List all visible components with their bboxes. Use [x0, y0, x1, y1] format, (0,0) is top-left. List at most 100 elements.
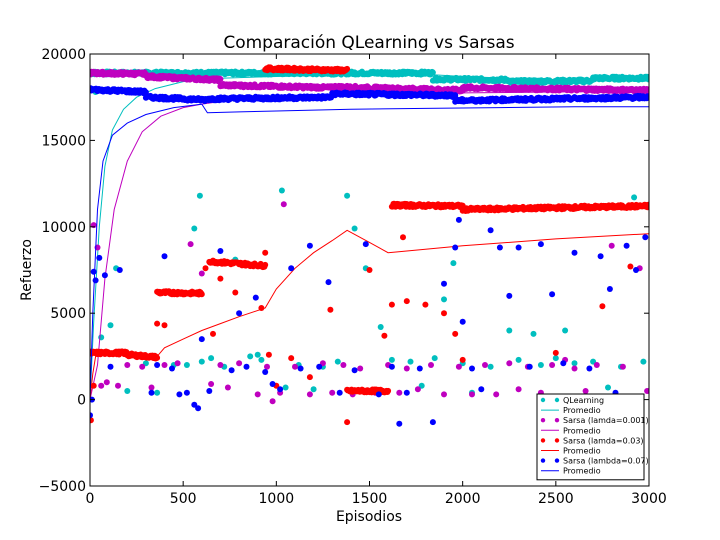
data-point	[191, 225, 198, 232]
data-point	[288, 265, 295, 272]
data-point	[396, 389, 403, 396]
data-point	[381, 332, 388, 339]
series-5	[90, 229, 649, 400]
data-point	[310, 386, 317, 393]
data-point	[252, 294, 259, 301]
x-tick-label: 2000	[445, 491, 481, 507]
data-point	[597, 253, 604, 260]
axis-ticks: 0 500 1000 1500 2000 2500 3000−500005000100001…	[39, 47, 667, 507]
data-point	[428, 362, 434, 368]
data-point	[644, 388, 649, 394]
data-point	[161, 362, 168, 368]
data-point	[306, 242, 313, 249]
data-point	[619, 363, 626, 370]
data-point	[217, 76, 224, 83]
x-tick-label: 3000	[631, 491, 667, 507]
data-point	[96, 254, 103, 261]
data-point	[241, 261, 248, 268]
data-point	[217, 362, 224, 368]
x-tick-label: 1000	[259, 491, 295, 507]
data-point	[586, 365, 593, 372]
data-point	[385, 387, 392, 394]
data-point	[198, 358, 205, 365]
legend-marker-swatch	[540, 438, 546, 443]
data-point	[537, 241, 544, 248]
series-line	[90, 74, 649, 400]
data-point	[606, 286, 613, 292]
data-point	[183, 362, 190, 368]
data-point	[549, 362, 556, 368]
data-point	[396, 420, 403, 427]
data-point	[414, 386, 421, 393]
data-point	[264, 363, 270, 370]
data-point	[549, 291, 556, 298]
data-point	[176, 391, 183, 398]
data-point	[115, 382, 121, 389]
data-point	[388, 301, 395, 308]
data-point	[198, 291, 205, 298]
legend-marker-swatch	[540, 458, 546, 463]
data-point	[90, 417, 94, 424]
data-point	[217, 275, 224, 282]
data-point	[506, 327, 513, 334]
data-point	[90, 268, 97, 275]
data-point	[351, 225, 358, 232]
data-point	[277, 386, 284, 393]
data-point	[196, 192, 203, 199]
data-point	[329, 389, 336, 396]
data-point	[258, 356, 265, 363]
data-point	[375, 391, 382, 398]
data-point	[493, 391, 500, 398]
data-point	[582, 388, 589, 394]
legend-marker-swatch	[540, 397, 546, 403]
data-point	[357, 365, 364, 372]
data-point	[124, 388, 131, 394]
series-3	[90, 90, 649, 400]
legend-label: Sarsa (lambda=0.07)	[563, 457, 649, 466]
data-point	[429, 419, 436, 426]
y-tick-label: 15000	[41, 133, 86, 149]
data-point	[208, 355, 215, 362]
data-point	[247, 353, 254, 360]
data-point	[344, 65, 351, 72]
series-line	[90, 229, 649, 400]
data-point	[306, 391, 313, 398]
legend-marker-swatch	[540, 418, 546, 423]
data-point	[366, 267, 373, 273]
legend-marker-swatch	[554, 458, 560, 463]
series-2	[90, 68, 649, 405]
data-point	[646, 74, 649, 81]
data-point	[640, 358, 647, 365]
data-point	[441, 280, 447, 287]
legend-label: Promedio	[563, 406, 601, 415]
data-point	[98, 334, 105, 341]
data-point	[441, 391, 447, 398]
data-point	[174, 360, 181, 367]
legend-marker-swatch	[554, 397, 560, 403]
data-point	[148, 384, 155, 391]
data-point	[403, 389, 410, 396]
legend-label: Sarsa (lamda=0.001)	[563, 416, 649, 425]
series-4	[90, 64, 649, 426]
data-point	[161, 253, 168, 260]
data-point	[351, 367, 358, 374]
data-point	[262, 369, 269, 375]
data-point	[344, 192, 351, 199]
data-point	[183, 389, 190, 396]
data-point	[154, 362, 161, 368]
data-point	[526, 363, 533, 370]
y-tick-label: −5000	[39, 479, 86, 495]
data-point	[198, 270, 205, 277]
legend-label: Promedio	[563, 467, 601, 476]
data-point	[608, 242, 615, 249]
series-line	[90, 103, 649, 400]
data-point	[605, 384, 611, 391]
data-point	[552, 349, 559, 356]
data-point	[552, 355, 559, 362]
data-point	[487, 227, 494, 234]
series-line	[90, 90, 649, 400]
data-point	[496, 244, 503, 251]
data-point	[116, 267, 123, 273]
data-point	[506, 360, 513, 367]
